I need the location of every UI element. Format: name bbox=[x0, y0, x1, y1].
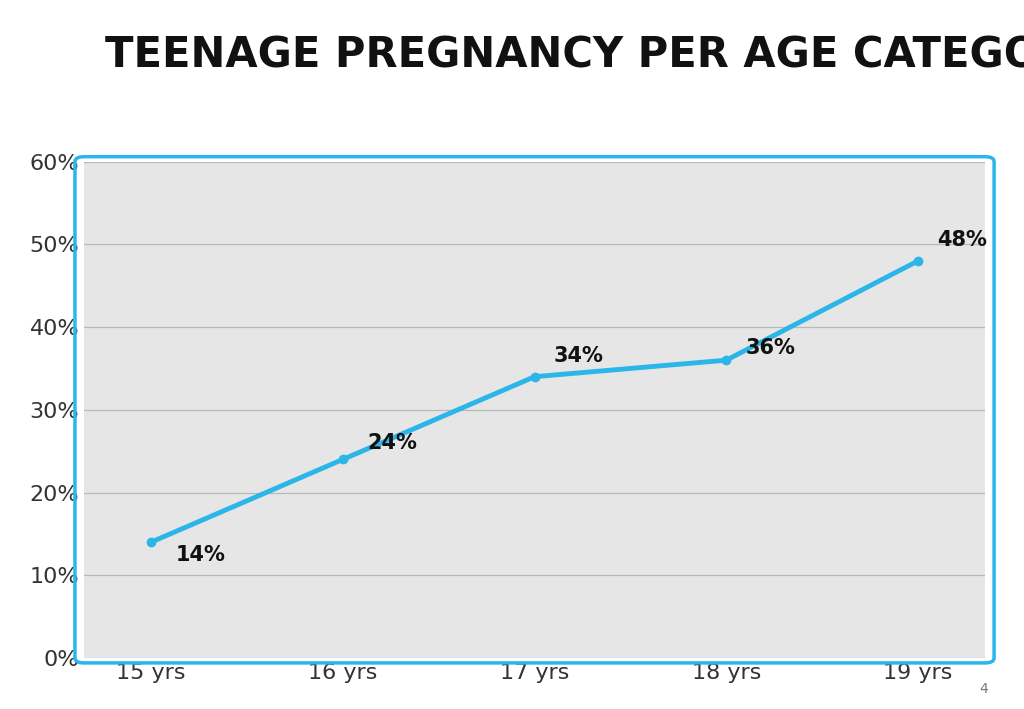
Text: TEENAGE PREGNANCY PER AGE CATEGORY: TEENAGE PREGNANCY PER AGE CATEGORY bbox=[104, 34, 1024, 77]
Text: 36%: 36% bbox=[745, 337, 796, 358]
Text: 4: 4 bbox=[979, 682, 988, 696]
Text: 24%: 24% bbox=[368, 433, 418, 453]
Text: 14%: 14% bbox=[176, 545, 226, 564]
Text: 48%: 48% bbox=[937, 230, 987, 250]
Text: 34%: 34% bbox=[554, 346, 603, 366]
